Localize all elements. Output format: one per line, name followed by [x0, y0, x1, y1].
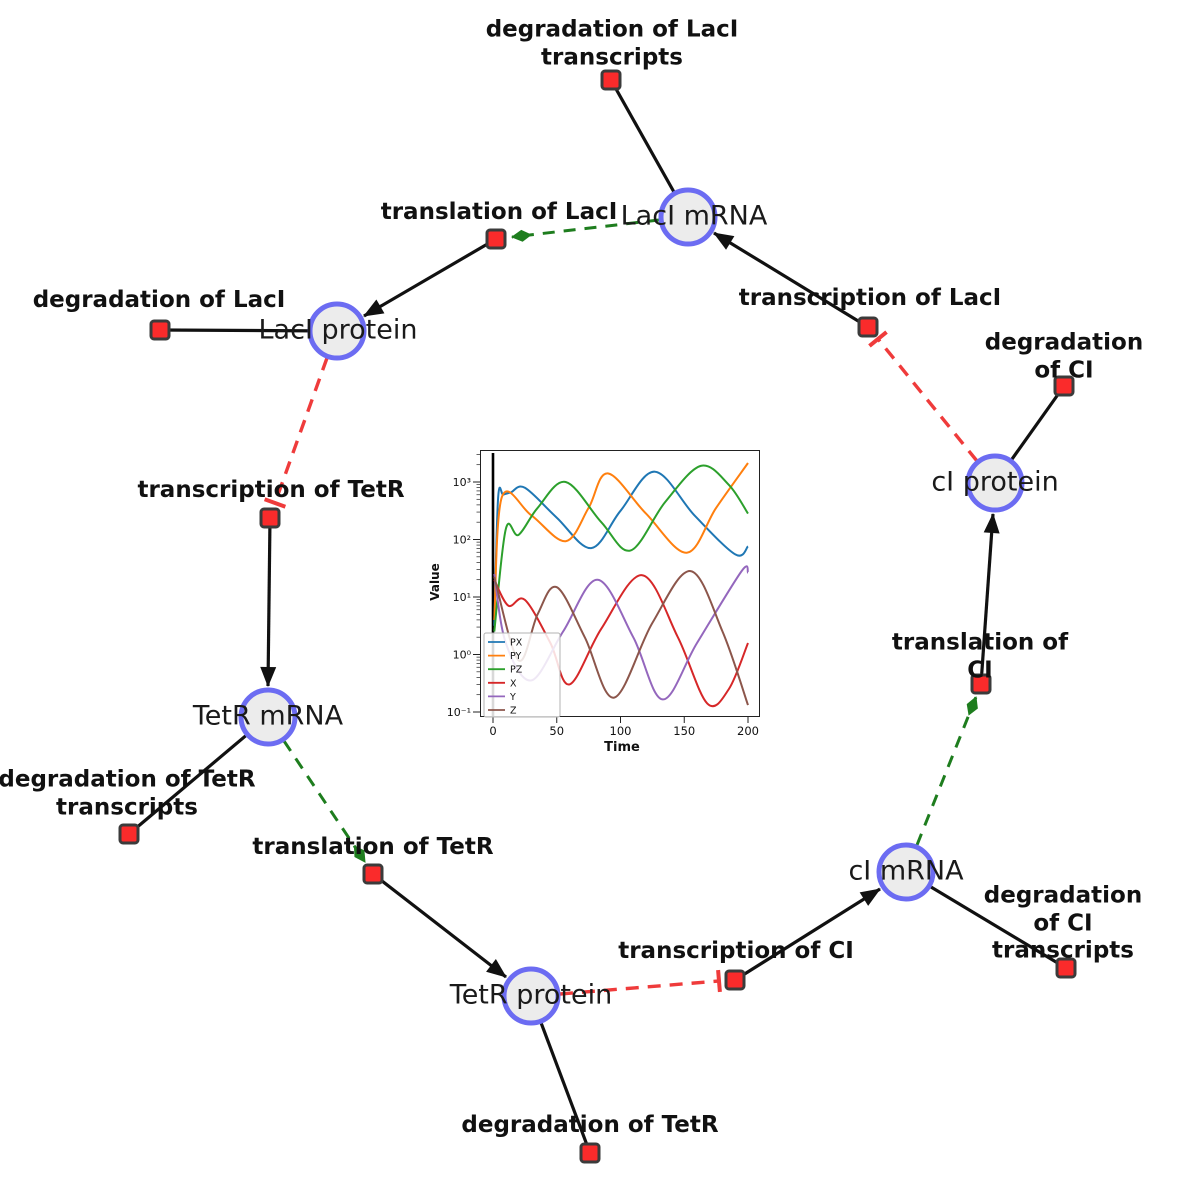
edge-ciprotein-inhibits-transcription-laci	[868, 330, 979, 463]
reaction-node-transcription-of-laci[interactable]	[857, 316, 879, 338]
edge-tetrmrna-degradation-transcripts	[127, 715, 270, 836]
timecourse-chart: 0 50 100 150 200 10⁻¹ 10⁰ 10¹ 10² 10³ PX PY PZ XYZ	[447, 450, 760, 738]
species-node-ci-mrna[interactable]	[876, 842, 936, 902]
reaction-label-degradation-of-ci: degradation of CI	[984, 329, 1144, 383]
y-tick-label: 10⁰	[453, 649, 472, 662]
plot-frame	[480, 450, 760, 717]
reaction-node-translation-of-ci[interactable]	[970, 673, 992, 695]
reaction-label-translation-of-laci: translation of LacI	[380, 199, 618, 226]
x-tick-label: 150	[673, 724, 695, 738]
species-label-tetr-protein: TetR protein	[449, 979, 613, 1011]
reaction-node-degradation-of-ci-transcripts[interactable]	[1055, 957, 1077, 979]
reaction-node-degradation-of-laci-transcripts[interactable]	[600, 69, 622, 91]
series-PY	[493, 462, 749, 621]
species-label-laci-protein: LacI protein	[258, 314, 418, 346]
edge-laciprotein-inhibits-transcription-tetr	[263, 357, 329, 509]
species-node-tetr-mrna[interactable]	[238, 687, 298, 747]
reaction-label-transcription-of-ci: transcription of CI	[618, 938, 854, 965]
reaction-label-degradation-of-laci: degradation of LacI	[32, 287, 286, 314]
reaction-label-transcription-of-tetr: transcription of TetR	[137, 477, 405, 504]
species-node-laci-mrna[interactable]	[658, 187, 718, 247]
edge-lacimrna-modifier-translation	[511, 218, 660, 242]
edge-transcription-tetr-to-mrna	[260, 517, 277, 687]
legend-label-Y: Y	[509, 692, 516, 703]
species-label-ci-protein: cI protein	[931, 466, 1059, 498]
reaction-label-degradation-of-laci-transcripts: degradation of LacI transcripts	[485, 16, 739, 70]
y-tick-label: 10³	[453, 476, 471, 489]
edge-translation-laci-to-protein	[363, 237, 497, 318]
inset-plot: 0 50 100 150 200 10⁻¹ 10⁰ 10¹ 10² 10³ PX PY PZ X Y Z Ti…	[425, 430, 775, 765]
edge-translation-ci-to-protein	[979, 513, 1000, 685]
reaction-label-degradation-of-ci-transcripts: degradation of CI transcripts	[983, 882, 1143, 964]
legend-label-PY: PY	[510, 651, 522, 662]
reaction-node-degradation-of-tetr[interactable]	[579, 1142, 601, 1164]
edge-translation-tetr-to-protein	[372, 872, 507, 979]
legend-label-Z: Z	[510, 706, 517, 717]
edge-tetrprotein-inhibits-transcription-ci	[559, 969, 722, 996]
series-PZ	[493, 464, 749, 632]
series-PX	[493, 470, 749, 626]
legend-label-PX: PX	[510, 638, 523, 649]
y-tick-label: 10¹	[453, 591, 471, 604]
reaction-node-translation-of-tetr[interactable]	[362, 863, 384, 885]
reaction-label-degradation-of-tetr: degradation of TetR	[461, 1112, 719, 1139]
reaction-node-degradation-of-ci[interactable]	[1053, 375, 1075, 397]
species-node-tetr-protein[interactable]	[501, 966, 561, 1026]
x-tick-label: 200	[737, 724, 759, 738]
species-label-tetr-mrna: TetR mRNA	[192, 700, 344, 732]
x-tick-label: 50	[549, 724, 564, 738]
species-node-laci-protein[interactable]	[307, 301, 367, 361]
y-tick-label: 10⁻¹	[447, 706, 471, 719]
edge-transcription-ci-to-mrna	[734, 887, 881, 982]
x-tick-label: 0	[489, 724, 496, 738]
species-label-laci-mrna: LacI mRNA	[620, 200, 768, 232]
edge-tetrmrna-modifier-translation	[282, 740, 367, 863]
series-X	[493, 574, 749, 708]
edge-cimrna-degradation-transcripts	[905, 870, 1067, 970]
legend-label-X: X	[510, 678, 517, 689]
edge-transcription-laci-to-mrna	[713, 231, 869, 329]
y-axis-label: Value	[428, 563, 442, 601]
reaction-label-translation-of-tetr: translation of TetR	[252, 834, 494, 861]
reaction-node-transcription-of-ci[interactable]	[724, 969, 746, 991]
reaction-label-degradation-of-tetr-transcripts: degradation of TetR transcripts	[0, 766, 256, 820]
reaction-node-degradation-of-laci[interactable]	[149, 319, 171, 341]
x-tick-label: 100	[610, 724, 632, 738]
y-tick-label: 10²	[453, 534, 471, 547]
edge-cimrna-modifier-translation	[915, 696, 978, 846]
species-node-ci-protein[interactable]	[965, 453, 1025, 513]
reaction-node-transcription-of-tetr[interactable]	[259, 507, 281, 529]
species-label-ci-mrna: cI mRNA	[848, 855, 964, 887]
legend-label-PZ: PZ	[510, 665, 523, 676]
x-axis-label: Time	[604, 740, 640, 755]
reaction-node-translation-of-laci[interactable]	[485, 228, 507, 250]
reaction-node-degradation-of-tetr-transcripts[interactable]	[118, 823, 140, 845]
reaction-label-transcription-of-laci: transcription of LacI	[738, 285, 1002, 312]
reaction-label-translation-of-ci: translation of CI	[891, 629, 1069, 683]
